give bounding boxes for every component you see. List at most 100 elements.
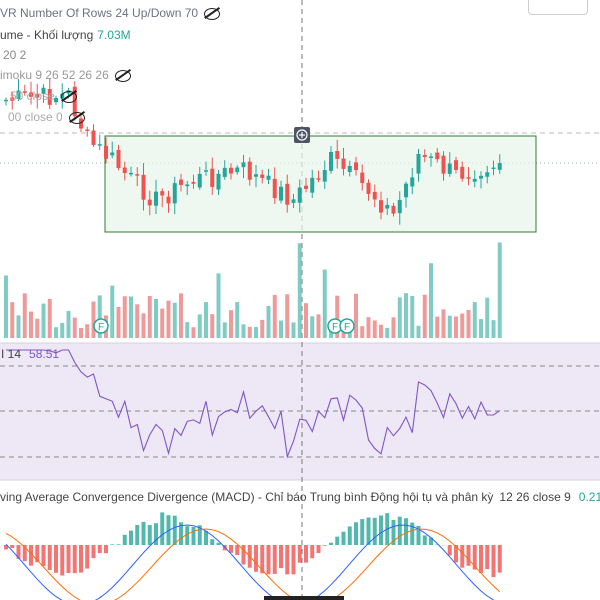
volume-bar bbox=[72, 317, 77, 338]
macd-histogram-bar bbox=[285, 545, 290, 575]
macd-histogram-bar bbox=[304, 545, 308, 563]
candle-body bbox=[366, 182, 371, 194]
candle-body bbox=[422, 154, 427, 157]
candle-body bbox=[235, 167, 240, 173]
volume-bar bbox=[285, 294, 290, 338]
rsi-legend-text: I 14 bbox=[1, 347, 22, 361]
volume-bar bbox=[254, 326, 258, 338]
candle-body bbox=[335, 151, 340, 159]
volume-bar bbox=[304, 303, 308, 338]
eye-off-icon[interactable] bbox=[68, 111, 85, 124]
volume-bar bbox=[160, 308, 165, 338]
ma100-legend[interactable]: 00 close 0 bbox=[8, 110, 85, 124]
candle-body bbox=[447, 163, 452, 174]
earnings-marker-letter: F bbox=[98, 322, 104, 333]
vrvp-legend[interactable]: VR Number Of Rows 24 Up/Down 70 bbox=[0, 6, 221, 20]
ichimoku-legend[interactable]: imoku 9 26 52 26 26 bbox=[0, 68, 131, 82]
macd-histogram-bar bbox=[472, 545, 477, 570]
candle-body bbox=[54, 97, 58, 103]
candle-body bbox=[254, 174, 258, 177]
candle-body bbox=[16, 90, 21, 99]
eye-off-icon[interactable] bbox=[60, 90, 77, 103]
macd-histogram-bar bbox=[497, 545, 502, 573]
volume-bar bbox=[66, 310, 71, 338]
macd-histogram-bar bbox=[335, 536, 340, 545]
volume-bar bbox=[210, 314, 215, 338]
macd-histogram-bar bbox=[91, 545, 96, 559]
volume-bar bbox=[266, 306, 271, 338]
volume-bar bbox=[110, 285, 115, 338]
macd-histogram-bar bbox=[479, 545, 483, 573]
volume-bar bbox=[441, 309, 446, 338]
candle-body bbox=[372, 191, 377, 200]
ichimoku-legend-text: imoku 9 26 52 26 26 bbox=[0, 68, 109, 82]
macd-histogram-bar bbox=[460, 545, 465, 568]
candle-body bbox=[166, 196, 171, 204]
macd-histogram-bar bbox=[141, 521, 146, 545]
volume-bar bbox=[291, 322, 296, 338]
volume-bar bbox=[85, 324, 90, 338]
earnings-marker-letter: F bbox=[344, 322, 350, 333]
candle-body bbox=[391, 205, 396, 214]
volume-bar bbox=[491, 320, 496, 338]
macd-histogram-bar bbox=[179, 522, 183, 545]
candle-body bbox=[29, 92, 33, 97]
candle-body bbox=[79, 118, 83, 129]
volume-bar bbox=[297, 243, 302, 338]
earnings-marker bbox=[339, 318, 355, 334]
macd-histogram-bar bbox=[54, 545, 58, 573]
eye-off-icon[interactable] bbox=[204, 7, 221, 20]
macd-histogram-bar bbox=[191, 526, 196, 545]
macd-histogram-bar bbox=[322, 545, 327, 546]
volume-bar bbox=[416, 325, 421, 338]
macd-legend[interactable]: ving Average Convergence Divergence (MAC… bbox=[0, 490, 600, 504]
volume-bar bbox=[135, 304, 140, 338]
toolbar-corner-buttons[interactable] bbox=[528, 0, 588, 15]
ma50-legend[interactable]: 50 close bbox=[10, 89, 77, 103]
volume-bar bbox=[41, 303, 46, 338]
candle-body bbox=[35, 93, 40, 98]
rsi-legend[interactable]: I 14 58.51 bbox=[1, 347, 59, 361]
candle-body bbox=[160, 191, 165, 196]
macd-histogram-bar bbox=[147, 525, 152, 545]
candle-body bbox=[247, 161, 252, 180]
macd-histogram-bar bbox=[85, 545, 90, 569]
candle-body bbox=[472, 178, 477, 182]
macd-histogram-bar bbox=[122, 534, 127, 545]
volume-bar bbox=[497, 242, 502, 338]
volume-bar bbox=[241, 324, 246, 338]
macd-histogram-bar bbox=[235, 545, 240, 555]
macd-histogram-bar bbox=[35, 545, 40, 563]
volume-bar bbox=[35, 318, 40, 338]
volume-bar bbox=[10, 302, 15, 338]
macd-histogram-bar bbox=[422, 535, 427, 545]
macd-histogram-bar bbox=[185, 526, 190, 545]
candle-body bbox=[229, 167, 233, 174]
macd-histogram-bar bbox=[16, 545, 21, 559]
candle-body bbox=[97, 144, 102, 146]
ma-legend[interactable]: 20 2 bbox=[3, 48, 26, 62]
candle-body bbox=[385, 204, 390, 209]
volume-bar bbox=[22, 293, 27, 338]
candle-body bbox=[347, 165, 352, 173]
volume-legend[interactable]: ume - Khối lượng 7.03M bbox=[0, 28, 131, 42]
candle-body bbox=[416, 153, 421, 174]
candle-body bbox=[497, 163, 502, 170]
candle-body bbox=[279, 186, 283, 201]
volume-value: 7.03M bbox=[97, 28, 131, 42]
macd-histogram-bar bbox=[360, 519, 365, 545]
macd-histogram-bar bbox=[241, 545, 246, 565]
candle-body bbox=[304, 185, 308, 189]
candle-body bbox=[310, 177, 315, 193]
eye-off-icon[interactable] bbox=[114, 69, 131, 82]
macd-histogram-bar bbox=[229, 545, 233, 553]
volume-bar bbox=[179, 293, 183, 338]
macd-histogram-bar bbox=[160, 512, 165, 545]
volume-bar bbox=[60, 322, 65, 338]
horizontal-scrollbar bbox=[264, 596, 344, 600]
candle-body bbox=[185, 184, 190, 187]
candle-body bbox=[85, 129, 90, 131]
volume-bar bbox=[466, 309, 471, 338]
